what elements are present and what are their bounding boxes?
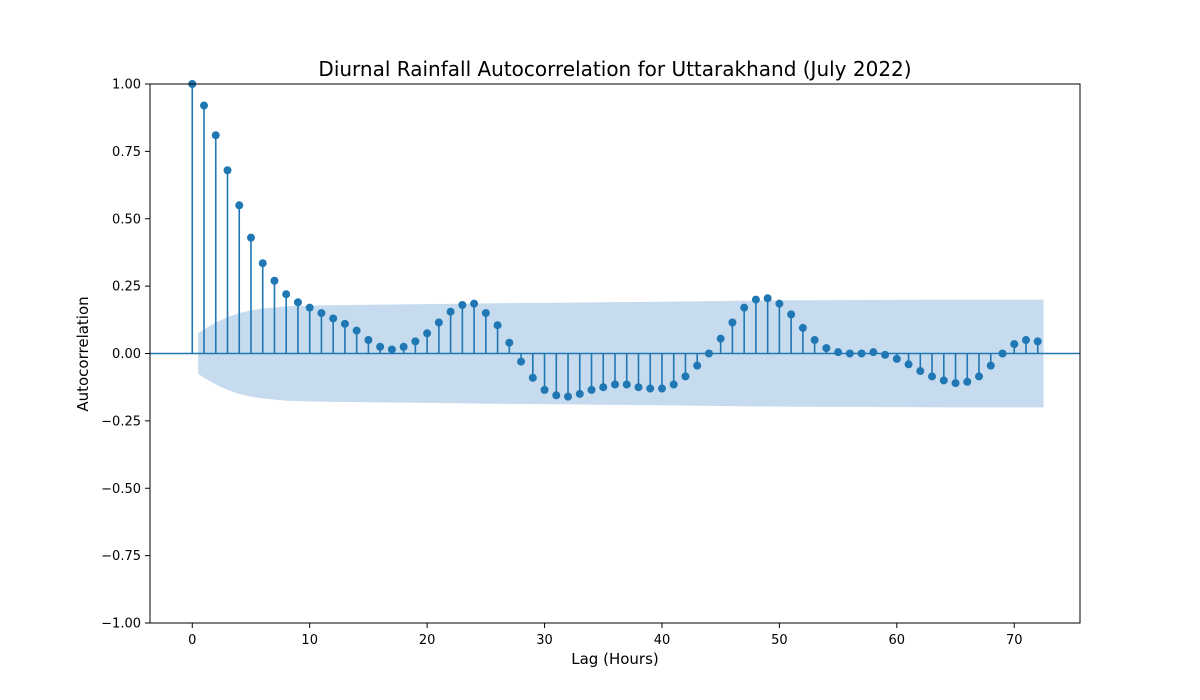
- data-point: [869, 348, 878, 357]
- data-point: [423, 329, 432, 338]
- data-point: [822, 344, 831, 353]
- data-point: [975, 372, 984, 381]
- data-point: [845, 349, 854, 358]
- data-point: [434, 318, 443, 327]
- data-point: [270, 276, 279, 285]
- data-point: [716, 334, 725, 343]
- data-point: [575, 389, 584, 398]
- data-point: [763, 294, 772, 303]
- data-point: [246, 233, 255, 242]
- data-point: [634, 383, 643, 392]
- x-tick-label: 30: [536, 633, 553, 648]
- data-point: [528, 373, 537, 382]
- data-point: [998, 349, 1007, 358]
- data-point: [657, 384, 666, 393]
- data-point: [951, 379, 960, 388]
- data-point: [1033, 337, 1042, 346]
- data-point: [317, 309, 326, 318]
- x-tick-label: 60: [889, 633, 906, 648]
- x-tick-label: 20: [419, 633, 436, 648]
- data-point: [787, 310, 796, 319]
- data-point: [857, 349, 866, 358]
- data-point: [305, 303, 314, 312]
- data-point: [387, 345, 396, 354]
- data-point: [669, 380, 678, 389]
- data-point: [798, 323, 807, 332]
- y-tick-label: 0.00: [112, 347, 141, 362]
- chart-title: Diurnal Rainfall Autocorrelation for Utt…: [318, 57, 911, 81]
- data-point: [916, 367, 925, 376]
- data-point: [904, 360, 913, 369]
- x-tick-label: 70: [1006, 633, 1023, 648]
- data-point: [458, 300, 467, 309]
- data-point: [223, 166, 232, 175]
- plot-content: [150, 84, 1080, 408]
- data-point: [622, 380, 631, 389]
- y-tick-label: −0.25: [101, 414, 141, 429]
- data-point: [505, 338, 514, 347]
- data-point: [399, 342, 408, 351]
- data-point: [376, 342, 385, 351]
- data-point: [517, 357, 526, 366]
- data-point: [564, 392, 573, 401]
- data-point: [446, 307, 455, 316]
- data-point: [775, 299, 784, 308]
- x-tick-label: 40: [654, 633, 671, 648]
- data-point: [481, 309, 490, 318]
- y-tick-label: −0.50: [101, 482, 141, 497]
- data-point: [282, 290, 291, 299]
- data-point: [540, 385, 549, 394]
- data-point: [1010, 340, 1019, 349]
- data-point: [235, 201, 244, 210]
- y-tick-label: 0.25: [112, 280, 141, 295]
- x-tick-label: 10: [301, 633, 318, 648]
- data-point: [728, 318, 737, 327]
- data-point: [681, 372, 690, 381]
- data-point: [352, 326, 361, 335]
- data-point: [340, 319, 349, 328]
- data-point: [258, 259, 267, 268]
- data-point: [470, 299, 479, 308]
- data-point: [986, 361, 995, 370]
- data-point: [599, 383, 608, 392]
- y-tick-label: −0.75: [101, 549, 141, 564]
- y-tick-label: 1.00: [112, 78, 141, 93]
- data-point: [881, 350, 890, 359]
- data-point: [693, 361, 702, 370]
- data-point: [646, 384, 655, 393]
- axes: 0 10 20 30 40 50 60 70 1.00 0.75 0.50 0.25 0.00 −0.25…: [101, 78, 1081, 648]
- data-point: [211, 131, 220, 140]
- data-point: [200, 101, 209, 110]
- x-axis-title: Lag (Hours): [571, 650, 659, 668]
- data-point: [611, 380, 619, 389]
- y-tick-label: 0.75: [112, 145, 141, 160]
- data-point: [293, 298, 302, 307]
- data-point: [493, 321, 502, 330]
- y-tick-label: −1.00: [101, 617, 141, 632]
- data-point: [810, 336, 819, 345]
- data-point: [587, 385, 596, 394]
- x-tick-label: 0: [188, 633, 196, 648]
- data-point: [939, 376, 948, 385]
- data-point: [892, 354, 901, 363]
- data-point: [552, 391, 561, 400]
- data-point: [963, 377, 972, 386]
- plot-area: [150, 80, 1080, 408]
- data-point: [1021, 336, 1030, 345]
- data-point: [740, 303, 749, 312]
- data-point: [751, 295, 760, 304]
- y-axis-title: Autocorrelation: [74, 296, 92, 411]
- data-point: [834, 348, 843, 357]
- data-point: [411, 337, 420, 346]
- y-tick-label: 0.50: [112, 212, 141, 227]
- data-point: [364, 336, 373, 345]
- data-point: [329, 314, 338, 323]
- data-point: [928, 372, 937, 381]
- data-point: [704, 349, 713, 358]
- x-tick-label: 50: [771, 633, 788, 648]
